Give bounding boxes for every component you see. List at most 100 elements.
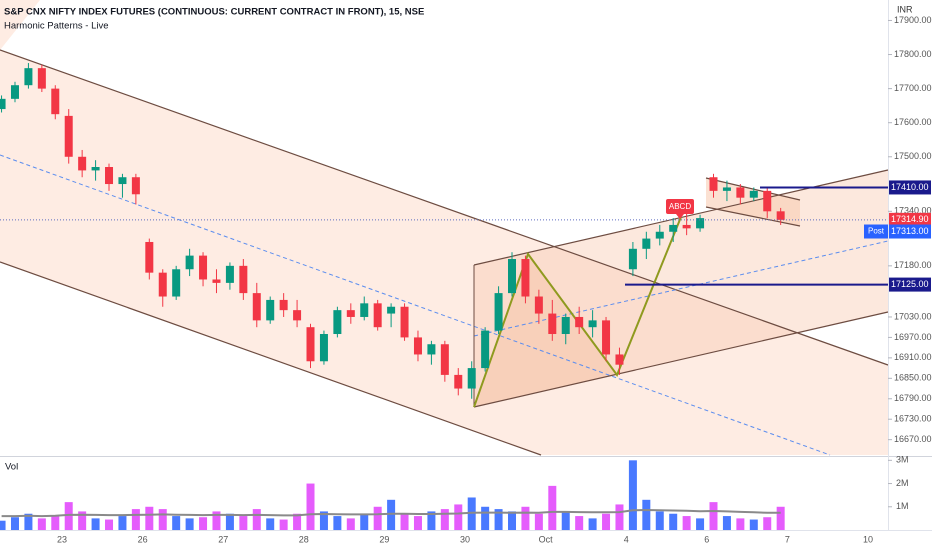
candle-body (561, 316, 570, 335)
volume-bar (561, 511, 570, 530)
y-tick-label: 17600.00 (894, 117, 932, 127)
volume-bar (293, 513, 302, 530)
volume-bar (0, 520, 6, 530)
candle-body (454, 374, 463, 389)
candle-body (508, 259, 517, 294)
volume-bar (588, 518, 597, 530)
y-tick-label: 17180.00 (894, 260, 932, 270)
candle-body (440, 344, 449, 375)
candle-body (0, 98, 6, 110)
volume-bar (10, 517, 19, 530)
candle-body (709, 177, 718, 191)
candle-body (628, 248, 637, 270)
volume-bar (508, 511, 517, 530)
level-tag-bg (889, 180, 931, 195)
candle-body (373, 303, 382, 328)
volume-bar (319, 511, 328, 530)
volume-bar (91, 518, 100, 530)
candle-body (158, 272, 167, 297)
candle-body (118, 177, 127, 185)
candle-body (413, 337, 422, 355)
mid-line (0, 154, 831, 456)
volume-bar (669, 513, 678, 530)
candle-body (481, 330, 490, 369)
volume-bar (158, 509, 167, 530)
candle-body (172, 269, 181, 297)
indicator-name: Harmonic Patterns - Live (4, 21, 109, 32)
volume-bar (615, 504, 624, 530)
candle-body (360, 303, 369, 317)
chart-title: S&P CNX NIFTY INDEX FUTURES (CONTINUOUS:… (4, 7, 424, 18)
candle-body (602, 320, 611, 355)
candle-body (722, 187, 731, 191)
candle-body (64, 115, 73, 157)
candle-body (387, 306, 396, 314)
volume-bar (78, 511, 87, 530)
candle-body (91, 167, 100, 171)
candle-body (24, 68, 33, 86)
volume-bar (400, 513, 409, 530)
x-tick-label: 29 (379, 534, 389, 544)
marks (0, 63, 785, 530)
candle-body (749, 190, 758, 198)
y-tick-label: 17340.00 (894, 206, 932, 216)
volume-bar (225, 513, 234, 530)
level-tag-bg (889, 277, 931, 292)
volume-bar (749, 519, 758, 530)
candle-body (78, 156, 87, 171)
volume-bar (172, 516, 181, 530)
volume-bar (534, 513, 543, 530)
volume-bar (736, 518, 745, 530)
candle-body (655, 231, 664, 239)
volume-bar (105, 519, 114, 530)
volume-bar (521, 506, 530, 530)
x-tick-label: 30 (460, 534, 470, 544)
y-tick-label: 17500.00 (894, 151, 932, 161)
candle-body (225, 265, 234, 283)
pattern-fill (474, 254, 617, 407)
candle-body (105, 167, 114, 185)
volume-bar (360, 514, 369, 530)
candle-body (682, 224, 691, 229)
x-tick-label: 28 (299, 534, 309, 544)
x-tick-label: 6 (704, 534, 709, 544)
candle-body (279, 299, 288, 311)
volume-bar (413, 516, 422, 530)
volume-ma (1, 508, 781, 518)
last-price-label: 17314.90 (891, 214, 929, 224)
volume-bar (51, 516, 60, 530)
candle-body (239, 265, 248, 294)
volume-bar (575, 516, 584, 530)
volume-bar (373, 506, 382, 530)
volume-bar (440, 509, 449, 530)
pattern-tag: ABCD (666, 199, 694, 219)
candle-body (588, 320, 597, 328)
level-tag: 17125.00 (891, 279, 929, 289)
candle-body (319, 334, 328, 362)
candle-body (51, 88, 60, 115)
last-price-bg (889, 212, 931, 227)
trend-line (0, 261, 542, 456)
candle-body (37, 68, 46, 89)
volume-bar (212, 511, 221, 530)
candle-body (346, 310, 355, 317)
candle-body (736, 187, 745, 198)
candle-body (145, 241, 154, 273)
channel-fill (0, 0, 40, 50)
y-tick-label: 16910.00 (894, 352, 932, 362)
volume-bar (655, 511, 664, 530)
volume-title: Vol (5, 462, 18, 473)
post-price-label: 17313.00 (891, 226, 929, 236)
candle-body (252, 293, 261, 321)
volume-bar (333, 516, 342, 530)
x-tick-label: 26 (138, 534, 148, 544)
volume-bar (481, 506, 490, 530)
volume-bar (387, 499, 396, 530)
candle-body (669, 224, 678, 232)
volume-bar (24, 513, 33, 530)
x-tick-label: Oct (539, 534, 554, 544)
candle-body (400, 306, 409, 338)
candle-body (10, 85, 19, 99)
post-price-mark (889, 224, 931, 239)
